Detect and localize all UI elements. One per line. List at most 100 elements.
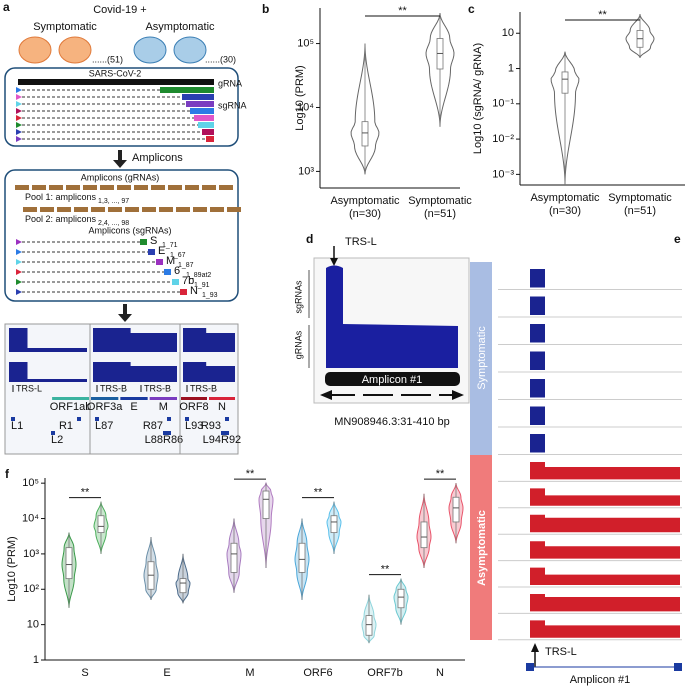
x-tick-label: Symptomatic (608, 192, 672, 204)
tri (16, 136, 22, 142)
amplicon (40, 207, 54, 212)
amplicon (125, 207, 139, 212)
coverage (183, 362, 235, 382)
violin (425, 13, 455, 127)
group-bar (470, 455, 492, 640)
sgrna-name: M (166, 255, 175, 267)
axis-label: sgRNAs (293, 280, 303, 314)
arrow-head (330, 258, 338, 266)
y-axis-label: Log10 (PRM) (6, 536, 18, 601)
box (179, 578, 187, 594)
coverage (530, 514, 680, 533)
amplicon (210, 207, 224, 212)
primer (225, 431, 229, 435)
amplicon (32, 185, 46, 190)
pool-label: Pool 1: amplicons 1,3, ..., 97 (25, 192, 129, 204)
title: Covid-19 + (93, 4, 147, 16)
tri (16, 289, 22, 295)
gene-label: E (130, 401, 137, 413)
box (365, 615, 373, 636)
grna-label: gRNA (218, 78, 242, 88)
group-label: Asymptomatic (476, 510, 488, 586)
primer-label: R87 (143, 420, 163, 432)
amplicon (219, 185, 233, 190)
group-name: Asymptomatic (145, 21, 215, 33)
y-tick-label: 10⁴ (22, 512, 39, 524)
genome-label: SARS-CoV-2 (89, 68, 142, 78)
tri (16, 279, 22, 285)
box (420, 521, 428, 549)
y-tick-label: 10⁻³ (492, 168, 514, 180)
genome-bar (18, 79, 214, 85)
x-tick-label: (n=30) (349, 208, 381, 220)
gene (209, 397, 235, 400)
trs-label: TRS-B (100, 383, 127, 393)
pool-sub: 2,4, ..., 98 (98, 220, 129, 227)
tri (16, 122, 22, 128)
sig-label: ** (381, 564, 390, 576)
tri (16, 249, 22, 255)
amplicon (168, 185, 182, 190)
coverage (530, 434, 545, 453)
box (561, 71, 569, 94)
heads (18, 36, 207, 64)
primer (163, 431, 167, 435)
box (452, 496, 460, 523)
sig-label: ** (246, 468, 255, 480)
y-tick-label: 1 (33, 654, 39, 666)
amplicons-grna: Amplicons (gRNAs) (81, 172, 160, 182)
panel-label: b (262, 2, 269, 16)
gene (120, 397, 148, 400)
gene (181, 397, 207, 400)
arrow-head (531, 643, 539, 652)
coverage (530, 594, 680, 612)
gene (52, 397, 89, 400)
coverage (530, 488, 680, 506)
amplicon (142, 207, 156, 212)
primer (167, 417, 171, 421)
box (298, 542, 306, 573)
amplicon (151, 185, 165, 190)
primer-label: L94 (203, 434, 221, 446)
coverage (530, 406, 545, 425)
x-tick-label: (n=51) (624, 205, 656, 217)
sgrna-name: E (158, 245, 165, 257)
sgrna-name: 7b (182, 275, 194, 287)
primer (674, 663, 682, 671)
trs-label: TRS-L (545, 646, 577, 658)
x-tick-label: Asymptomatic (530, 192, 600, 204)
amplicon (23, 207, 37, 212)
panel-label: d (306, 232, 313, 246)
coverage (530, 324, 545, 343)
gene-label: N (218, 401, 226, 413)
sgrna-sub: 1_71 (162, 242, 178, 249)
y-tick-label: 10 (502, 27, 514, 39)
box (97, 515, 105, 534)
primer-label: L93 (185, 420, 203, 432)
y-tick-label: 1 (508, 62, 514, 74)
sgrna-label: sgRNA (218, 100, 247, 110)
sgrna-name: N (190, 285, 198, 297)
tri (16, 101, 22, 107)
box (361, 121, 369, 147)
arrow-head (113, 160, 127, 168)
amplicon (108, 207, 122, 212)
read-end (156, 259, 163, 265)
group-name: Symptomatic (33, 21, 97, 33)
amplicon (185, 185, 199, 190)
gene-label: ORF8 (179, 401, 208, 413)
box (262, 490, 270, 519)
group-label: Symptomatic (476, 326, 488, 390)
trs-label: TRS-B (190, 383, 217, 393)
coverage (9, 328, 87, 352)
read-end (172, 279, 179, 285)
group-bar (470, 262, 492, 455)
read-end (164, 269, 171, 275)
coords: MN908946.3:31-410 bp (334, 416, 450, 428)
primer-label: L88 (145, 434, 163, 446)
tri (16, 115, 22, 121)
panel-label: f (5, 467, 10, 481)
pool: Pool 2: amplicons (25, 214, 97, 224)
primer-label: R1 (59, 420, 73, 432)
